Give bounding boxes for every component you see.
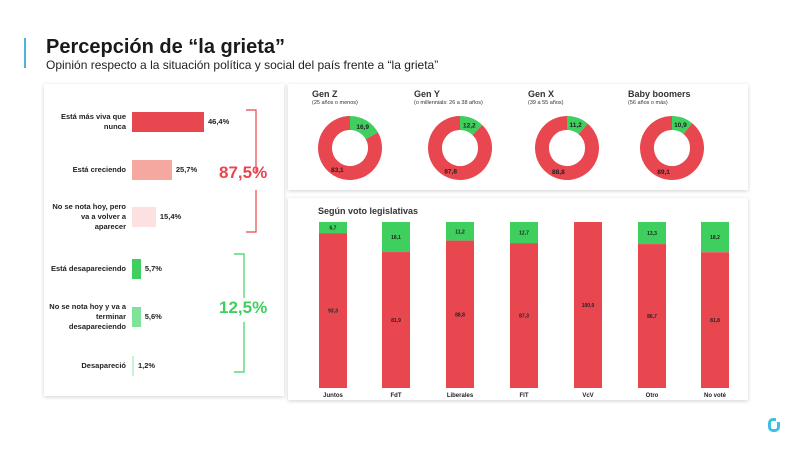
- bar-category-label: Está creciendo: [48, 154, 126, 186]
- bar-category-label: No se nota hoy y va a terminar desaparec…: [48, 301, 126, 333]
- bar-category-label: Desapareció: [48, 350, 126, 382]
- bar: [132, 259, 141, 279]
- generation-subtitle: (56 años o más): [628, 100, 668, 106]
- generation-subtitle: (39 a 55 años): [528, 100, 564, 106]
- bar-value-label: 1,2%: [138, 361, 156, 370]
- page-title: Percepción de “la grieta”: [46, 36, 285, 58]
- generation-name: Baby boomers: [628, 89, 691, 99]
- bar-category-text: Está creciendo: [72, 165, 126, 174]
- bar-value-label: 5,6%: [144, 312, 162, 321]
- bar: [132, 307, 141, 327]
- brand-logo: [768, 418, 780, 432]
- bar-category-label: No se nota hoy, pero va a volver a apare…: [48, 201, 126, 233]
- bar: [132, 207, 156, 227]
- bar-value-label: 15,4%: [159, 212, 182, 221]
- bar: [132, 356, 134, 376]
- generation-subtitle: (o millennials: 26 a 38 años): [414, 100, 483, 106]
- group-total-positive: 12,5%: [219, 298, 268, 317]
- bar-category-text: No se nota hoy, pero va a volver a apare…: [52, 202, 126, 231]
- group-total-negative: 87,5%: [219, 163, 268, 182]
- bar-category-text: Desapareció: [81, 361, 126, 370]
- title-accent-bar: [24, 38, 26, 68]
- generation-subtitle: (25 años o menos): [312, 100, 358, 106]
- page-subtitle: Opinión respecto a la situación política…: [46, 58, 439, 72]
- generation-name: Gen Z: [312, 89, 338, 99]
- vote-bar-panel: [288, 198, 748, 400]
- vote-chart-title: Según voto legislativas: [318, 206, 419, 216]
- bar-category-text: No se nota hoy y va a terminar desaparec…: [49, 302, 126, 331]
- bar-value-label: 46,4%: [208, 117, 230, 126]
- bar: [132, 160, 172, 180]
- bar-value-label: 5,7%: [144, 264, 162, 273]
- generation-name: Gen X: [528, 89, 555, 99]
- bar-category-text: Está más viva que nunca: [60, 112, 126, 131]
- bar-value-label: 25,7%: [175, 165, 198, 174]
- bar: [132, 112, 204, 132]
- bar-category-label: Está desapareciendo: [48, 253, 126, 285]
- brand-logo-cut: [776, 416, 782, 422]
- generation-name: Gen Y: [414, 89, 440, 99]
- bar-category-label: Está más viva que nunca: [48, 106, 126, 138]
- bar-category-text: Está desapareciendo: [50, 264, 126, 273]
